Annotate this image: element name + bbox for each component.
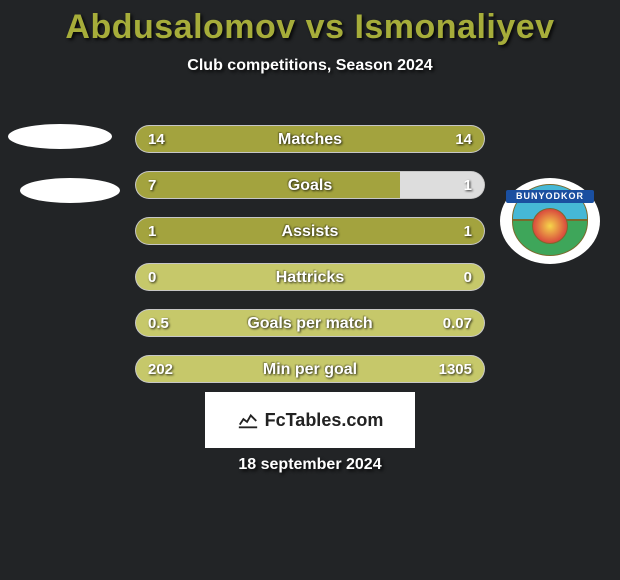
date-text: 18 september 2024 (0, 456, 620, 474)
player-left-name: Abdusalomov (65, 8, 295, 46)
badge-sun (532, 208, 568, 244)
team-badge: BUNYODKOR (500, 178, 600, 264)
bar-row-matches: 1414Matches (135, 125, 485, 153)
left-ellipse-1 (20, 178, 120, 203)
bar-row-goals: 71Goals (135, 171, 485, 199)
player-right-name: Ismonaliyev (354, 8, 554, 46)
logo-text: FcTables.com (265, 410, 384, 431)
bar-row-assists: 11Assists (135, 217, 485, 245)
badge-band: BUNYODKOR (506, 190, 594, 203)
chart-icon (237, 409, 259, 431)
bar-row-goals-per-match: 0.50.07Goals per match (135, 309, 485, 337)
bar-label: Hattricks (136, 264, 484, 291)
bar-label: Matches (136, 126, 484, 153)
bar-label: Goals (136, 172, 484, 199)
vs-text: vs (306, 8, 355, 46)
bar-label: Min per goal (136, 356, 484, 383)
left-ellipse-0 (8, 124, 112, 149)
bar-row-hattricks: 00Hattricks (135, 263, 485, 291)
bar-label: Goals per match (136, 310, 484, 337)
fctables-logo: FcTables.com (205, 392, 415, 448)
page-title: Abdusalomov vs Ismonaliyev (0, 0, 620, 47)
comparison-bars: 1414Matches 71Goals 11Assists 00Hattricks 0.… (135, 125, 485, 401)
subtitle: Club competitions, Season 2024 (0, 57, 620, 75)
bar-label: Assists (136, 218, 484, 245)
bar-row-min-per-goal: 2021305Min per goal (135, 355, 485, 383)
